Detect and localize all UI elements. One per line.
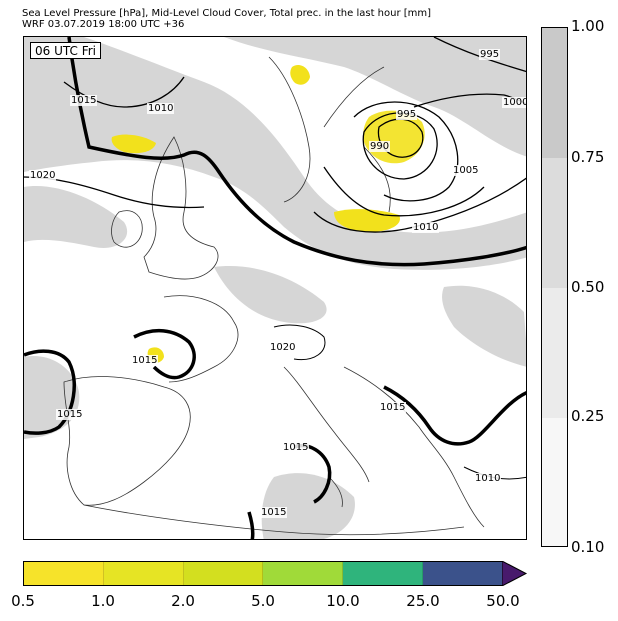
cloud-band-north	[24, 37, 526, 270]
cloud-cover-colorbar	[541, 27, 568, 547]
coastline-iberia	[63, 376, 191, 506]
coastline-balkans	[343, 366, 485, 528]
isobar-1015-main	[67, 37, 526, 267]
precip-band-6	[423, 562, 502, 585]
precip-tick-label: 0.5	[11, 592, 35, 610]
isobar-label: 1015	[70, 95, 98, 106]
isobar-1020-south	[273, 324, 326, 361]
isobar-label: 1015	[131, 355, 159, 366]
precip-tick-label: 5.0	[251, 592, 275, 610]
cloud-south	[261, 473, 355, 539]
coastline-scandinavia	[268, 56, 391, 213]
isobar-label: 990	[369, 141, 391, 152]
forecast-time-badge: 06 UTC Fri	[30, 42, 101, 59]
cover-tick-label: 0.10	[571, 538, 605, 556]
map-canvas	[24, 37, 526, 539]
coastline-ireland	[111, 210, 143, 248]
run-info: WRF 03.07.2019 18:00 UTC +36	[22, 19, 185, 30]
cloud-uk-north	[84, 88, 187, 139]
isobar-label: 1015	[282, 442, 310, 453]
precip-tick-label: 10.0	[326, 592, 360, 610]
isobar-1010-west	[63, 76, 185, 108]
cover-band-3	[542, 288, 567, 418]
map-title: Sea Level Pressure [hPa], Mid-Level Clou…	[22, 8, 432, 19]
isobar-1015-west	[24, 349, 76, 435]
isobar-label: 1010	[412, 222, 440, 233]
precipitation-colorbar	[23, 561, 503, 586]
precip-band-3	[183, 562, 264, 585]
isobar-1015-france	[133, 329, 196, 380]
isobar-label: 1005	[452, 165, 480, 176]
coastline-france	[163, 295, 239, 383]
precip-band-4	[263, 562, 344, 585]
precip-tick-label: 1.0	[91, 592, 115, 610]
cloud-central-europe	[214, 266, 327, 324]
precip-tick-label: 25.0	[406, 592, 440, 610]
isobar-south-1010	[323, 166, 485, 217]
isobar-label: 1010	[147, 103, 175, 114]
coastline-uk	[143, 136, 219, 280]
coastline-italy	[283, 366, 370, 508]
isobar-label: 1015	[56, 409, 84, 420]
cover-band-1	[542, 28, 567, 158]
cloud-band-west	[24, 186, 128, 248]
cover-band-2	[542, 158, 567, 288]
isobar-label: 1020	[269, 342, 297, 353]
cover-tick-label: 0.25	[571, 407, 605, 425]
isobar-label: 995	[479, 49, 501, 60]
precip-band-5	[343, 562, 424, 585]
precip-uk	[111, 134, 156, 154]
weather-map: 06 UTC Fri 995 1000 995 990 1005 1010 10…	[23, 36, 527, 540]
cover-tick-label: 1.00	[571, 17, 605, 35]
isobar-1005	[353, 101, 459, 202]
cover-tick-label: 0.75	[571, 148, 605, 166]
precip-band-1	[24, 562, 104, 585]
precip-extend-arrow	[502, 561, 528, 586]
isobar-label: 1015	[379, 402, 407, 413]
isobar-label: 1020	[29, 170, 57, 181]
isobar-label: 1000	[502, 97, 526, 108]
isobar-label: 1015	[260, 507, 288, 518]
isobar-label: 995	[396, 109, 418, 120]
isobar-1015-balkans	[383, 385, 526, 446]
precip-tick-label: 50.0	[486, 592, 520, 610]
cover-band-4	[542, 418, 567, 546]
isobar-1015-south	[247, 511, 255, 539]
coastline-north-africa	[83, 504, 465, 536]
precip-tick-label: 2.0	[171, 592, 195, 610]
isobar-label: 1010	[474, 473, 502, 484]
cloud-scandinavia	[224, 37, 526, 157]
precip-norway	[290, 65, 310, 85]
cloud-east	[442, 285, 526, 367]
precip-band-2	[103, 562, 184, 585]
cover-tick-label: 0.50	[571, 278, 605, 296]
